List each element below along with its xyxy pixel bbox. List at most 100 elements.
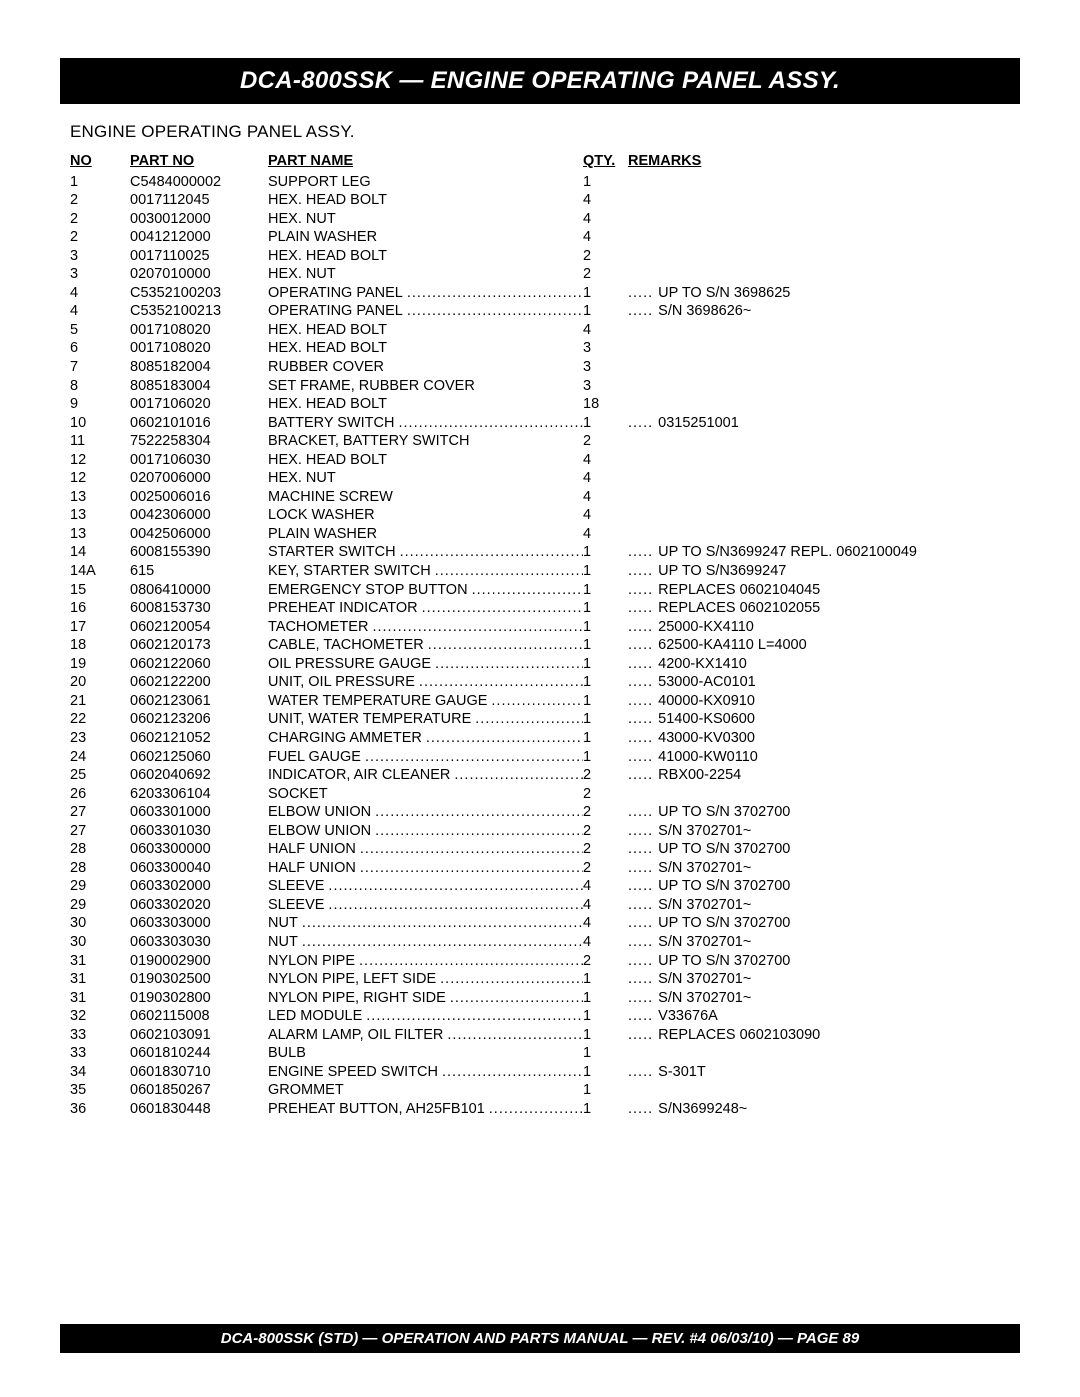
cell-part-name: FUEL GAUGE [268,748,583,767]
dot-leader [454,766,583,785]
cell-qty: 1 [583,581,628,600]
cell-part-name: UNIT, OIL PRESSURE [268,673,583,692]
cell-remarks: S/N 3702701~ [628,989,1020,1008]
cell-qty: 4 [583,191,628,210]
cell-no: 9 [70,395,130,414]
cell-no: 21 [70,692,130,711]
cell-part-name: NYLON PIPE [268,952,583,971]
cell-no: 18 [70,636,130,655]
table-row: 170602120054TACHOMETER125000-KX4110 [70,618,1020,637]
cell-part-name: CHARGING AMMETER [268,729,583,748]
dot-leader [450,989,583,1008]
cell-part-no: 0017108020 [130,321,268,340]
cell-part-no: 0602123061 [130,692,268,711]
cell-qty: 4 [583,933,628,952]
cell-no: 4 [70,284,130,303]
cell-part-name: ELBOW UNION [268,803,583,822]
table-row: 280603300000HALF UNION2UP TO S/N 3702700 [70,840,1020,859]
cell-part-no: 7522258304 [130,432,268,451]
cell-remarks: S/N 3702701~ [628,896,1020,915]
cell-remarks [628,525,1020,544]
col-header-remarks: REMARKS [628,152,1020,171]
cell-part-name: HEX. HEAD BOLT [268,321,583,340]
cell-remarks [628,339,1020,358]
cell-part-name: NUT [268,914,583,933]
cell-no: 35 [70,1081,130,1100]
cell-remarks: 43000-KV0300 [628,729,1020,748]
table-row: 320602115008LED MODULE1V33676A [70,1007,1020,1026]
cell-remarks [628,228,1020,247]
cell-qty: 4 [583,321,628,340]
cell-part-no: 0190302500 [130,970,268,989]
table-row: 290603302020SLEEVE4S/N 3702701~ [70,896,1020,915]
cell-part-no: 0602121052 [130,729,268,748]
cell-remarks: 53000-AC0101 [628,673,1020,692]
table-row: 60017108020HEX. HEAD BOLT3 [70,339,1020,358]
cell-remarks: RBX00-2254 [628,766,1020,785]
cell-no: 3 [70,265,130,284]
cell-no: 23 [70,729,130,748]
cell-no: 19 [70,655,130,674]
dot-leader [447,1026,583,1045]
cell-qty: 4 [583,877,628,896]
cell-no: 26 [70,785,130,804]
cell-remarks: S/N 3702701~ [628,822,1020,841]
dot-leader [360,859,583,878]
cell-part-no: 0602123206 [130,710,268,729]
cell-remarks: V33676A [628,1007,1020,1026]
table-row: 130042506000PLAIN WASHER4 [70,525,1020,544]
cell-no: 14 [70,543,130,562]
cell-remarks [628,395,1020,414]
cell-no: 16 [70,599,130,618]
cell-qty: 4 [583,488,628,507]
cell-remarks [628,321,1020,340]
table-row: 30017110025HEX. HEAD BOLT2 [70,247,1020,266]
cell-part-no: 0602120054 [130,618,268,637]
dot-leader [365,748,583,767]
cell-no: 17 [70,618,130,637]
cell-remarks: S/N 3702701~ [628,970,1020,989]
cell-no: 36 [70,1100,130,1119]
dot-leader [372,618,583,637]
col-header-part-name: PART NAME [268,152,583,171]
title-bar: DCA-800SSK — ENGINE OPERATING PANEL ASSY… [60,58,1020,104]
table-row: 230602121052CHARGING AMMETER143000-KV030… [70,729,1020,748]
cell-no: 8 [70,377,130,396]
cell-qty: 4 [583,210,628,229]
cell-qty: 1 [583,599,628,618]
cell-remarks: 51400-KS0600 [628,710,1020,729]
cell-remarks [628,432,1020,451]
cell-part-no: 0207006000 [130,469,268,488]
dot-leader [375,822,583,841]
cell-part-name: SET FRAME, RUBBER COVER [268,377,583,396]
table-row: 240602125060FUEL GAUGE141000-KW0110 [70,748,1020,767]
cell-remarks: UP TO S/N 3702700 [628,803,1020,822]
cell-qty: 1 [583,748,628,767]
cell-remarks [628,1081,1020,1100]
table-row: 1C5484000002SUPPORT LEG1 [70,173,1020,192]
cell-qty: 1 [583,1026,628,1045]
cell-qty: 4 [583,451,628,470]
cell-part-name: STARTER SWITCH [268,543,583,562]
cell-no: 30 [70,933,130,952]
cell-qty: 2 [583,432,628,451]
cell-part-name: PLAIN WASHER [268,525,583,544]
cell-no: 30 [70,914,130,933]
cell-remarks [628,173,1020,192]
dot-leader [440,970,583,989]
dot-leader [302,914,583,933]
cell-qty: 1 [583,562,628,581]
cell-no: 22 [70,710,130,729]
cell-no: 12 [70,451,130,470]
page: DCA-800SSK — ENGINE OPERATING PANEL ASSY… [0,0,1080,1118]
cell-no: 11 [70,432,130,451]
cell-part-name: NYLON PIPE, RIGHT SIDE [268,989,583,1008]
cell-part-name: EMERGENCY STOP BUTTON [268,581,583,600]
cell-remarks: 41000-KW0110 [628,748,1020,767]
cell-part-no: 0603303030 [130,933,268,952]
cell-qty: 2 [583,785,628,804]
cell-part-no: C5352100213 [130,302,268,321]
cell-part-no: 0602103091 [130,1026,268,1045]
table-row: 50017108020HEX. HEAD BOLT4 [70,321,1020,340]
table-row: 210602123061WATER TEMPERATURE GAUGE14000… [70,692,1020,711]
